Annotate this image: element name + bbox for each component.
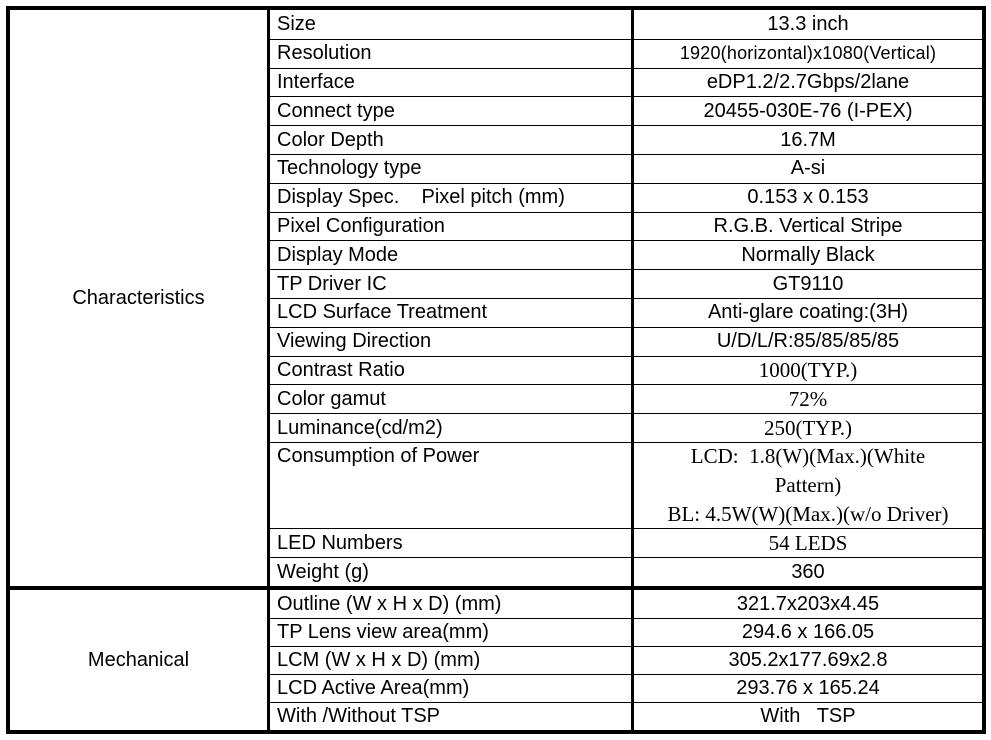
spec-label: TP Driver IC bbox=[270, 270, 634, 298]
spec-row-tp-lens-view-area: TP Lens view area(mm) 294.6 x 166.05 bbox=[270, 618, 982, 646]
power-value-line: BL: 4.5W(W)(Max.)(w/o Driver) bbox=[667, 502, 949, 527]
spec-label: LCM (W x H x D) (mm) bbox=[270, 647, 634, 674]
section-label-characteristics: Characteristics bbox=[10, 10, 270, 586]
spec-label: Color gamut bbox=[270, 385, 634, 414]
characteristics-rows: Size 13.3 inch Resolution 1920(horizonta… bbox=[270, 10, 982, 586]
spec-label: LCD Active Area(mm) bbox=[270, 675, 634, 702]
spec-row-lcd-surface-treatment: LCD Surface Treatment Anti-glare coating… bbox=[270, 297, 982, 327]
spec-row-led-numbers: LED Numbers 54 LEDS bbox=[270, 528, 982, 558]
spec-value: 250(TYP.) bbox=[763, 415, 853, 440]
spec-label: Technology type bbox=[270, 154, 634, 183]
spec-label: TP Lens view area(mm) bbox=[270, 619, 634, 646]
spec-value: Anti-glare coating:(3H) bbox=[707, 301, 909, 324]
spec-label: LED Numbers bbox=[270, 529, 634, 558]
spec-value: 13.3 inch bbox=[767, 12, 849, 35]
spec-value: GT9110 bbox=[772, 272, 844, 295]
spec-label: Luminance(cd/m2) bbox=[270, 414, 634, 442]
spec-value: 1000(TYP.) bbox=[758, 357, 858, 382]
spec-row-size: Size 13.3 inch bbox=[270, 10, 982, 39]
spec-value: 305.2x177.69x2.8 bbox=[728, 649, 888, 671]
spec-value: R.G.B. Vertical Stripe bbox=[713, 214, 903, 237]
spec-label: Interface bbox=[270, 68, 634, 97]
spec-label: Connect type bbox=[270, 97, 634, 126]
spec-row-outline: Outline (W x H x D) (mm) 321.7x203x4.45 bbox=[270, 590, 982, 618]
spec-label: With /Without TSP bbox=[270, 703, 634, 730]
spec-row-viewing-direction: Viewing Direction U/D/L/R:85/85/85/85 bbox=[270, 326, 982, 356]
spec-value: With TSP bbox=[760, 705, 856, 727]
spec-label: Display Mode bbox=[270, 241, 634, 270]
spec-label: Resolution bbox=[270, 39, 634, 68]
spec-value: 54 LEDS bbox=[768, 530, 848, 555]
spec-label: Consumption of Power bbox=[270, 442, 634, 529]
spec-value: 20455-030E-76 (I-PEX) bbox=[703, 99, 913, 122]
spec-label: Contrast Ratio bbox=[270, 356, 634, 385]
spec-label: Pixel Configuration bbox=[270, 212, 634, 241]
spec-row-display-mode: Display Mode Normally Black bbox=[270, 240, 982, 270]
spec-row-resolution: Resolution 1920(horizontal)x1080(Vertica… bbox=[270, 38, 982, 68]
mechanical-rows: Outline (W x H x D) (mm) 321.7x203x4.45 … bbox=[270, 590, 982, 730]
spec-row-tp-driver-ic: TP Driver IC GT9110 bbox=[270, 269, 982, 298]
spec-table: Characteristics Size 13.3 inch Resolutio… bbox=[6, 6, 986, 734]
spec-row-technology-type: Technology type A-si bbox=[270, 153, 982, 183]
spec-value: 1920(horizontal)x1080(Vertical) bbox=[679, 43, 937, 64]
spec-value: U/D/L/R:85/85/85/85 bbox=[716, 330, 900, 353]
spec-row-color-gamut: Color gamut 72% bbox=[270, 384, 982, 414]
spec-label: Outline (W x H x D) (mm) bbox=[270, 590, 634, 618]
spec-row-with-without-tsp: With /Without TSP With TSP bbox=[270, 702, 982, 730]
spec-value: 321.7x203x4.45 bbox=[736, 592, 880, 615]
spec-value: Normally Black bbox=[741, 243, 875, 266]
spec-value: 294.6 x 166.05 bbox=[741, 621, 875, 643]
power-value-line: Pattern) bbox=[774, 473, 842, 498]
spec-value: eDP1.2/2.7Gbps/2lane bbox=[706, 70, 910, 93]
spec-value: 0.153 x 0.153 bbox=[747, 186, 869, 209]
spec-value: 293.76 x 165.24 bbox=[736, 677, 880, 699]
spec-label: Color Depth bbox=[270, 126, 634, 154]
spec-value: A-si bbox=[790, 157, 826, 180]
spec-label: Size bbox=[270, 10, 634, 39]
section-characteristics: Characteristics Size 13.3 inch Resolutio… bbox=[10, 10, 982, 586]
spec-row-color-depth: Color Depth 16.7M bbox=[270, 125, 982, 154]
spec-row-pixel-configuration: Pixel Configuration R.G.B. Vertical Stri… bbox=[270, 211, 982, 241]
section-divider bbox=[10, 586, 982, 590]
section-label-mechanical: Mechanical bbox=[10, 590, 270, 730]
spec-row-consumption-of-power: Consumption of Power LCD: 1.8(W)(Max.)(W… bbox=[270, 441, 982, 529]
spec-value: 72% bbox=[788, 386, 828, 411]
power-value-line: LCD: 1.8(W)(Max.)(White bbox=[690, 444, 926, 469]
spec-value: 16.7M bbox=[780, 128, 836, 151]
spec-row-pixel-pitch: Display Spec. Pixel pitch (mm) 0.153 x 0… bbox=[270, 182, 982, 212]
spec-label: Viewing Direction bbox=[270, 327, 634, 356]
spec-row-contrast-ratio: Contrast Ratio 1000(TYP.) bbox=[270, 355, 982, 385]
spec-label: Weight (g) bbox=[270, 558, 634, 586]
spec-row-luminance: Luminance(cd/m2) 250(TYP.) bbox=[270, 413, 982, 442]
spec-row-weight: Weight (g) 360 bbox=[270, 557, 982, 586]
spec-value: LCD: 1.8(W)(Max.)(White Pattern) BL: 4.5… bbox=[634, 443, 982, 528]
section-mechanical: Mechanical Outline (W x H x D) (mm) 321.… bbox=[10, 590, 982, 730]
spec-value: 360 bbox=[791, 560, 825, 583]
spec-row-lcm: LCM (W x H x D) (mm) 305.2x177.69x2.8 bbox=[270, 646, 982, 674]
spec-label: LCD Surface Treatment bbox=[270, 298, 634, 327]
spec-row-interface: Interface eDP1.2/2.7Gbps/2lane bbox=[270, 67, 982, 97]
spec-row-lcd-active-area: LCD Active Area(mm) 293.76 x 165.24 bbox=[270, 674, 982, 702]
spec-label: Display Spec. Pixel pitch (mm) bbox=[270, 183, 634, 212]
spec-row-connect-type: Connect type 20455-030E-76 (I-PEX) bbox=[270, 96, 982, 126]
